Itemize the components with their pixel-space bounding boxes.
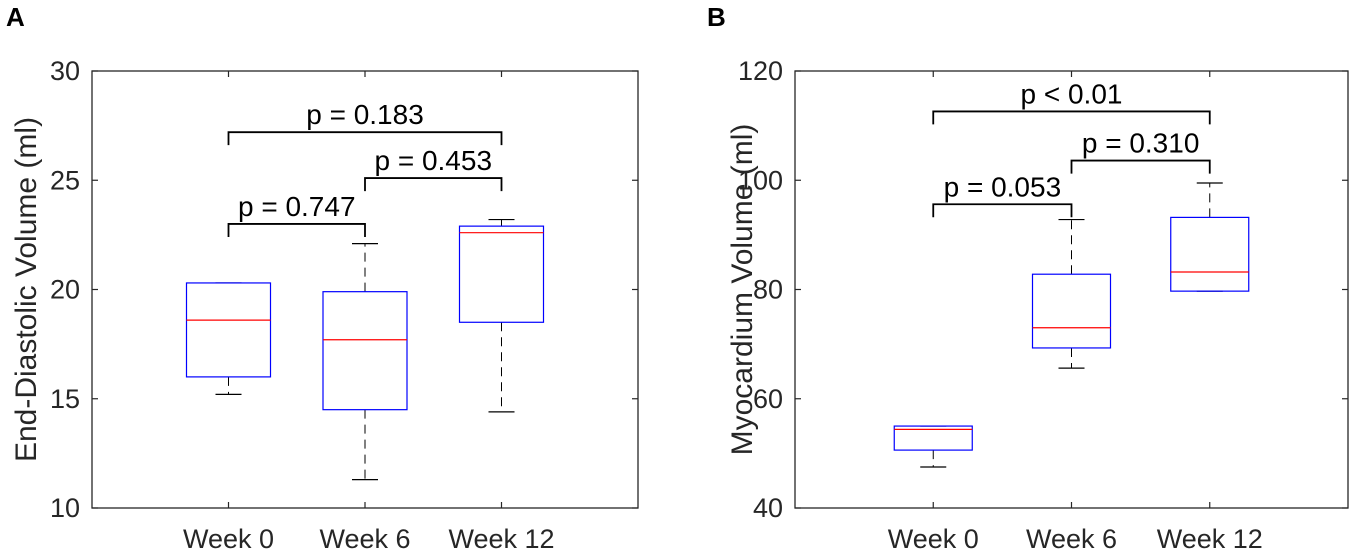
box-plot-2 xyxy=(458,218,545,413)
y-tick-label: 80 xyxy=(753,275,783,305)
panel-label: A xyxy=(6,2,25,32)
p-value-label: p = 0.747 xyxy=(238,191,356,222)
comparison-bracket-0: p = 0.053 xyxy=(932,171,1073,218)
y-tick-label: 15 xyxy=(50,384,80,414)
p-value-label: p = 0.310 xyxy=(1082,128,1200,159)
p-value-label: p = 0.053 xyxy=(944,171,1062,202)
axes-frame xyxy=(794,70,1349,509)
x-tick-label: Week 0 xyxy=(888,524,979,554)
y-tick-label: 40 xyxy=(753,493,783,523)
p-value-label: p < 0.01 xyxy=(1021,78,1123,109)
box-plot-1 xyxy=(1031,218,1112,369)
box-iqr xyxy=(1031,273,1112,349)
bracket-line xyxy=(1070,159,1211,174)
y-tick-label: 60 xyxy=(753,384,783,414)
box-iqr xyxy=(1170,216,1250,292)
bracket-line xyxy=(227,131,503,146)
y-tick-label: 30 xyxy=(50,56,80,86)
panel-a: A 10 15 20 25 30 Week 0 Week 6 Week 12 End-Diasto… xyxy=(6,2,639,554)
bracket-line xyxy=(932,110,1211,125)
box-iqr xyxy=(893,425,973,451)
y-tick-label: 25 xyxy=(50,165,80,195)
comparison-bracket-2: p < 0.01 xyxy=(932,78,1211,125)
comparison-bracket-0: p = 0.747 xyxy=(227,191,366,237)
y-tick-label: 120 xyxy=(738,56,783,86)
y-tick-label: 20 xyxy=(50,275,80,305)
bracket-line xyxy=(364,177,503,192)
box-plot-0 xyxy=(893,425,973,468)
y-tick-label: 10 xyxy=(50,493,80,523)
x-tick-label: Week 12 xyxy=(448,524,554,554)
p-value-label: p = 0.453 xyxy=(374,145,492,176)
bracket-line xyxy=(932,203,1073,218)
y-tick-label: 100 xyxy=(738,165,783,195)
x-tick-label: Week 0 xyxy=(183,524,274,554)
panel-b: B 40 60 80 100 120 Week 0 Week 6 Week 12 Myocardi… xyxy=(707,2,1349,554)
box-plot-2 xyxy=(1170,182,1250,292)
p-value-label: p = 0.183 xyxy=(306,99,424,130)
y-axis-label: Myocardium Volume (ml) xyxy=(726,124,759,456)
box-iqr xyxy=(322,291,408,411)
comparison-bracket-1: p = 0.453 xyxy=(364,145,503,192)
box-iqr xyxy=(458,225,545,323)
x-tick-label: Week 12 xyxy=(1157,524,1263,554)
x-tick-label: Week 6 xyxy=(1026,524,1117,554)
y-axis-label: End-Diastolic Volume (ml) xyxy=(10,117,43,462)
panel-label: B xyxy=(707,2,726,32)
comparison-bracket-2: p = 0.183 xyxy=(227,99,503,146)
box-iqr xyxy=(185,282,272,378)
box-plot-1 xyxy=(322,243,408,481)
x-tick-label: Week 6 xyxy=(319,524,410,554)
bracket-line xyxy=(227,223,366,237)
box-plot-0 xyxy=(185,282,272,395)
comparison-bracket-1: p = 0.310 xyxy=(1070,128,1211,174)
